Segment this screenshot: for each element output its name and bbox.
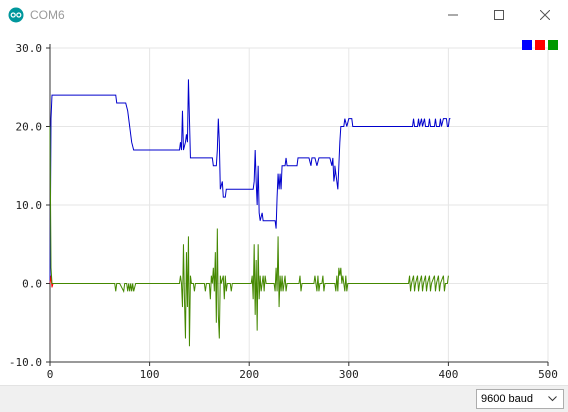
y-tick-label: 0.0: [22, 278, 42, 291]
x-tick-label: 300: [339, 368, 359, 381]
maximize-icon: [494, 10, 504, 20]
axes: -10.0 0.0 10.0 20.0 30.0 0 100 200 300 400 500: [9, 42, 558, 381]
plot-canvas: -10.0 0.0 10.0 20.0 30.0 0 100 200 300 400 500: [9, 40, 558, 381]
x-tick-label: 100: [140, 368, 160, 381]
legend-swatch: [548, 40, 558, 50]
chevron-down-icon: [548, 396, 557, 402]
x-tick-label: 200: [239, 368, 259, 381]
x-tick-label: 0: [47, 368, 54, 381]
arduino-icon: [8, 7, 24, 23]
legend: [522, 40, 558, 50]
x-tick-label: 400: [438, 368, 458, 381]
grid: [49, 47, 549, 363]
y-tick-label: 30.0: [16, 42, 43, 55]
close-button[interactable]: [522, 0, 568, 30]
window-title: COM6: [30, 8, 65, 22]
bottom-bar: 9600 baud: [0, 385, 568, 412]
serial-plotter: -10.0 0.0 10.0 20.0 30.0 0 100 200 300 400 500: [0, 30, 568, 385]
y-tick-label: 20.0: [16, 121, 43, 134]
legend-swatch: [535, 40, 545, 50]
minimize-button[interactable]: [430, 0, 476, 30]
baud-rate-select[interactable]: 9600 baud: [476, 389, 564, 409]
series-blue-line: [49, 79, 451, 284]
minimize-icon: [448, 14, 458, 16]
maximize-button[interactable]: [476, 0, 522, 30]
title-bar: COM6: [0, 0, 568, 30]
baud-rate-value: 9600 baud: [481, 393, 533, 405]
x-tick-label: 500: [538, 368, 558, 381]
y-tick-label: -10.0: [9, 356, 42, 369]
close-icon: [540, 10, 550, 20]
y-tick-label: 10.0: [16, 199, 43, 212]
legend-swatch: [522, 40, 532, 50]
series-green-line: [49, 126, 449, 347]
series-lines: [49, 79, 451, 347]
